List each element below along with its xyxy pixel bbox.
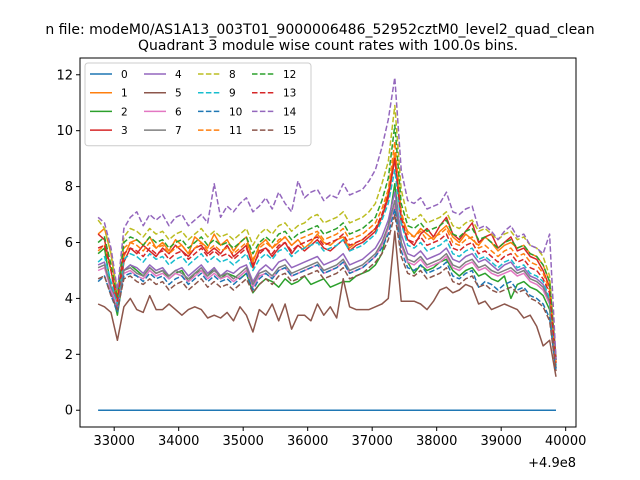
series-line-13 (97, 157, 557, 363)
series-line-8 (97, 104, 557, 360)
series-line-14 (97, 76, 557, 360)
legend-label-11: 11 (229, 125, 242, 137)
series-line-12 (97, 124, 557, 360)
legend-label-14: 14 (283, 106, 297, 118)
y-tick-label-10: 10 (56, 124, 73, 139)
legend-label-15: 15 (283, 125, 296, 137)
legend-label-1: 1 (121, 88, 128, 100)
legend-label-3: 3 (121, 125, 128, 137)
x-tick-label-40000: 40000 (545, 434, 586, 449)
series-layer (97, 76, 557, 411)
x-tick-label-38000: 38000 (416, 434, 457, 449)
legend-label-5: 5 (175, 88, 182, 100)
y-axis: 0 2 4 6 8 10 12 (56, 68, 80, 419)
series-line-15 (97, 213, 557, 372)
x-tick-label-34000: 34000 (158, 434, 199, 449)
x-tick-label-36000: 36000 (287, 434, 328, 449)
legend-label-0: 0 (121, 69, 128, 81)
legend-label-13: 13 (283, 88, 296, 100)
y-tick-label-6: 6 (65, 236, 73, 251)
legend-label-9: 9 (229, 88, 236, 100)
legend-label-6: 6 (175, 106, 182, 118)
figure-supertitle: n file: modeM0/AS1A13_003T01_9000006486_… (45, 22, 594, 38)
x-tick-label-39000: 39000 (481, 434, 522, 449)
legend-label-12: 12 (283, 69, 296, 81)
series-line-11 (97, 141, 557, 363)
series-line-10 (97, 208, 557, 372)
y-tick-label-8: 8 (65, 180, 73, 195)
legend-label-10: 10 (229, 106, 242, 118)
y-tick-label-0: 0 (65, 404, 73, 419)
legend-label-2: 2 (121, 106, 128, 118)
x-tick-label-35000: 35000 (223, 434, 264, 449)
legend-label-7: 7 (175, 125, 182, 137)
x-offset-label: +4.9e8 (528, 456, 576, 471)
series-line-7 (97, 199, 557, 369)
y-tick-label-12: 12 (56, 68, 73, 83)
y-tick-label-2: 2 (65, 348, 73, 363)
x-tick-label-37000: 37000 (352, 434, 393, 449)
chart-title: Quadrant 3 module wise count rates with … (138, 38, 518, 54)
legend-label-4: 4 (175, 69, 182, 81)
series-line-9 (97, 169, 557, 366)
y-tick-label-4: 4 (65, 292, 73, 307)
series-line-5 (97, 230, 557, 377)
legend-box (84, 62, 312, 147)
x-tick-label-33000: 33000 (94, 434, 135, 449)
legend-label-8: 8 (229, 69, 236, 81)
x-axis: 33000 34000 35000 36000 37000 38000 39000 40000 (94, 427, 586, 449)
